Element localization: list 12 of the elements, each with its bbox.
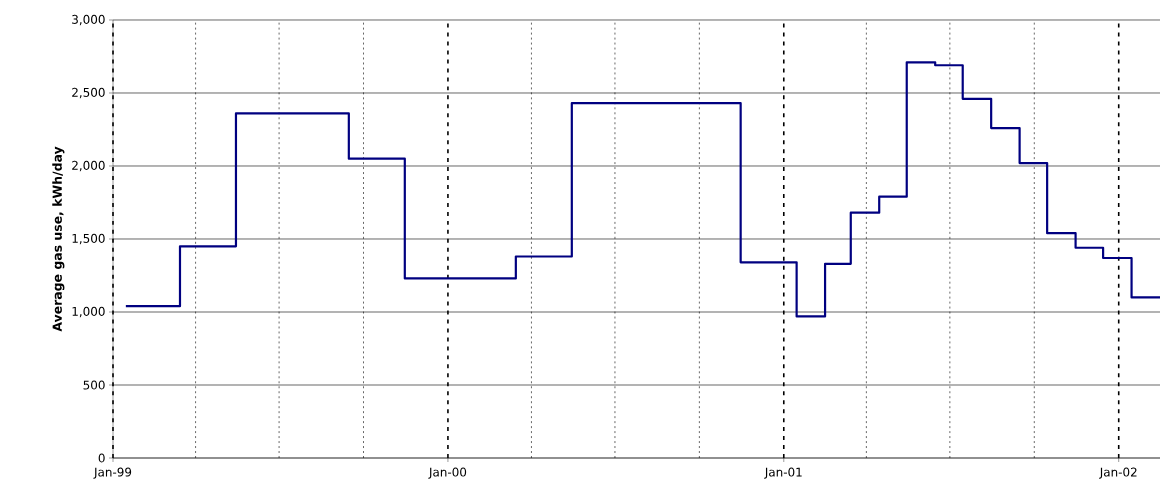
y-axis-title: Average gas use, kWh/day: [52, 146, 65, 332]
y-tick-label: 2,500: [72, 87, 105, 99]
y-tick-label: 2,000: [72, 160, 105, 172]
y-tick-label: 3,000: [72, 14, 105, 26]
x-tick-label: Jan-00: [428, 467, 467, 479]
y-tick-label: 0: [98, 453, 105, 463]
x-tick-label: Jan-02: [1099, 467, 1137, 479]
y-tick-label: 1,500: [72, 233, 105, 245]
x-tick-label: Jan-99: [93, 467, 132, 479]
y-tick-label: 1,000: [72, 306, 105, 318]
x-tick-label: Jan-01: [764, 467, 802, 479]
y-tick-label: 500: [83, 380, 105, 390]
